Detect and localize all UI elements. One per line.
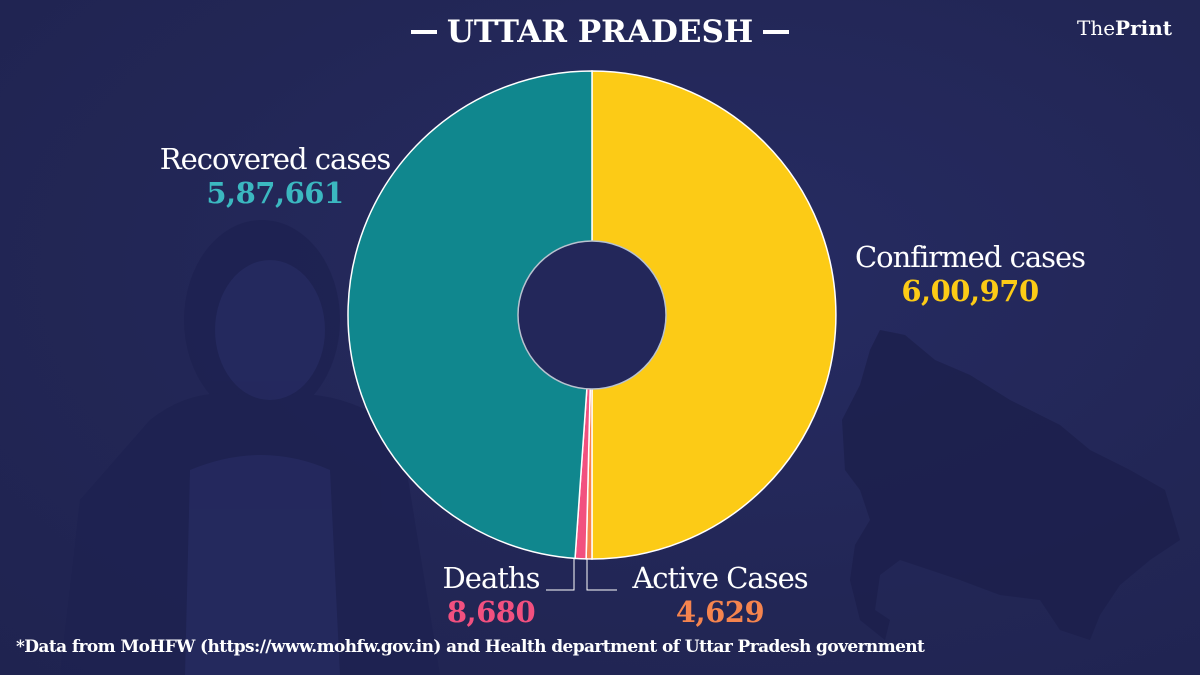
confirmed-label-value: 6,00,970 [901, 274, 1039, 308]
recovered-label-value: 5,87,661 [206, 176, 344, 210]
active-label: Active Cases 4,629 [622, 561, 818, 629]
recovered-label: Recovered cases 5,87,661 [150, 142, 400, 210]
deaths-label: Deaths 8,680 [432, 561, 550, 629]
person-highlight [185, 260, 340, 675]
logo-the: The [1076, 16, 1116, 40]
confirmed-label: Confirmed cases 6,00,970 [840, 240, 1100, 308]
title-dash-left [410, 30, 437, 34]
logo-print: Print [1115, 16, 1172, 40]
donut-hole [517, 240, 667, 390]
deaths-leader-line [546, 558, 575, 591]
recovered-label-name: Recovered cases [159, 142, 392, 176]
confirmed-slice [591, 70, 837, 560]
recovered-slice [347, 70, 593, 560]
confirmed-label-name: Confirmed cases [854, 240, 1086, 274]
active-label-name: Active Cases [632, 561, 808, 595]
theprint-logo: ThePrint [1077, 16, 1172, 40]
page-title: UTTAR PRADESH [0, 14, 1200, 50]
deaths-label-name: Deaths [442, 561, 541, 595]
title-dash-right [763, 30, 790, 34]
deaths-label-value: 8,680 [446, 595, 536, 629]
active-leader-line [586, 558, 617, 591]
donut-slices [347, 70, 837, 560]
uttar-pradesh-map-silhouette [842, 330, 1180, 640]
active-label-value: 4,629 [675, 595, 765, 629]
data-source-footnote: *Data from MoHFW (https://www.mohfw.gov.… [16, 637, 925, 657]
title-text: UTTAR PRADESH [446, 14, 754, 50]
